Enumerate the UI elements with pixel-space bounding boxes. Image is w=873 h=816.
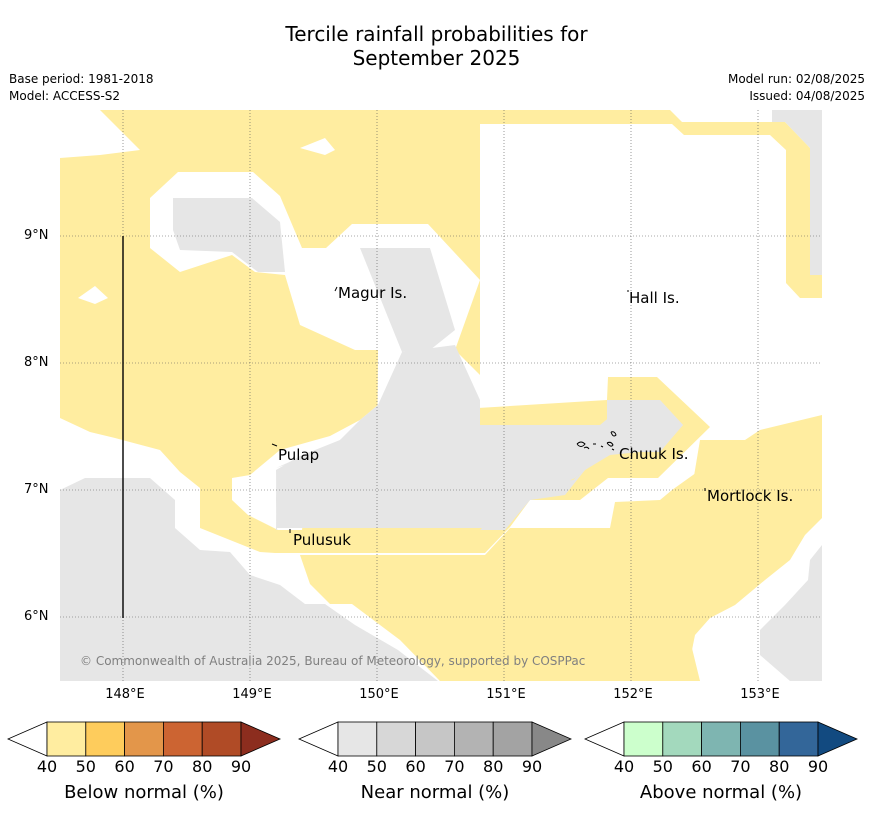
- colorbar-near-max-arrow: [531, 721, 573, 757]
- colorbar-below-segment: [124, 721, 164, 757]
- colorbar-below-tick: 60: [114, 757, 135, 776]
- colorbar-above-tick: 80: [769, 757, 790, 776]
- probability-fields: [60, 110, 822, 681]
- gap-patch-2: [300, 138, 335, 155]
- lon-label-150e: 150°E: [359, 687, 399, 702]
- colorbar-near-segment: [453, 721, 494, 757]
- colorbar-near-tick: 50: [366, 757, 387, 776]
- near-normal-region-northeast: [772, 110, 822, 275]
- near-normal-region-north: [173, 198, 285, 272]
- island-chuuk-lagoon: [576, 431, 617, 451]
- near-normal-region-southwest: [60, 478, 438, 681]
- place-labels: Magur Is. Hall Is. Pulap Chuuk Is. Mortl…: [278, 284, 793, 549]
- colorbar-below-tick: 70: [153, 757, 174, 776]
- colorbar-near-title: Near normal (%): [360, 782, 510, 803]
- islands: [271, 286, 706, 533]
- colorbar-below-min-arrow: [6, 721, 48, 757]
- colorbar-near-tick: 60: [405, 757, 426, 776]
- colorbar-below-segment: [201, 721, 242, 757]
- colorbar-below-tick: 40: [36, 757, 58, 776]
- lon-label-152e: 152°E: [613, 687, 653, 702]
- map-title: Tercile rainfall probabilities for Septe…: [0, 22, 873, 70]
- colorbar-below-segment: [46, 721, 87, 757]
- colorbar-above-min-arrow: [583, 721, 625, 757]
- colorbar-near-segment: [376, 721, 416, 757]
- lat-label-9n: 9°N: [24, 228, 49, 243]
- colorbar-above-tick: 70: [730, 757, 751, 776]
- place-label-mortlock: Mortlock Is.: [707, 487, 793, 505]
- colorbar-above-segment: [701, 721, 741, 757]
- colorbar-above-segment: [778, 721, 819, 757]
- colorbar-below-max-arrow: [240, 721, 282, 757]
- colorbar-near-segment: [337, 721, 378, 757]
- colorbar-above-max-arrow: [817, 721, 859, 757]
- place-label-magur: Magur Is.: [338, 284, 407, 302]
- colorbar-above-title: Above normal (%): [639, 782, 803, 803]
- colorbar-above-segment: [740, 721, 780, 757]
- lon-label-149e: 149°E: [232, 687, 272, 702]
- near-normal-region-southeast: [760, 545, 822, 681]
- colorbar-below-segment: [162, 721, 203, 757]
- near-normal-region-center-fill: [276, 345, 683, 528]
- issued-text: Issued: 04/08/2025: [749, 89, 865, 103]
- lat-label-7n: 7°N: [24, 482, 49, 497]
- model-run-text: Model run: 02/08/2025: [727, 72, 865, 86]
- meta-right: Model run: 02/08/2025 Issued: 04/08/2025: [728, 71, 865, 105]
- colorbar-near: [297, 721, 573, 757]
- title-line-2: September 2025: [352, 46, 521, 70]
- colorbar-below-tick: 90: [230, 757, 252, 776]
- lat-label-6n: 6°N: [24, 609, 49, 624]
- island-magur: [334, 286, 338, 292]
- below-normal-patch-right: [430, 440, 822, 681]
- model-text: Model: ACCESS-S2: [9, 89, 121, 103]
- colorbar-above: [583, 721, 859, 757]
- colorbar-below-tick: 80: [192, 757, 213, 776]
- island-pulap: [271, 443, 278, 447]
- place-label-pulap: Pulap: [278, 446, 319, 464]
- lon-label-153e: 153°E: [740, 687, 780, 702]
- place-label-hall: Hall Is.: [629, 289, 680, 307]
- colorbar-below-title: Below normal (%): [64, 782, 224, 803]
- lon-label-151e: 151°E: [486, 687, 526, 702]
- colorbar-near-tick: 40: [327, 757, 349, 776]
- colorbar-above-segment: [662, 721, 702, 757]
- gap-patch-1: [78, 286, 108, 304]
- meta-left: Base period: 1981-2018 Model: ACCESS-S2: [9, 71, 154, 105]
- lon-label-148e: 148°E: [105, 687, 145, 702]
- colorbar-near-tick: 70: [444, 757, 465, 776]
- colorbar-near-tick: 80: [483, 757, 504, 776]
- title-line-1: Tercile rainfall probabilities for: [285, 22, 588, 46]
- colorbar-above-tick: 60: [691, 757, 712, 776]
- colorbar-above-tick: 50: [652, 757, 673, 776]
- base-period-text: Base period: 1981-2018: [9, 72, 154, 86]
- colorbar-near-min-arrow: [297, 721, 339, 757]
- colorbar-above-tick: 90: [807, 757, 829, 776]
- place-label-pulusuk: Pulusuk: [293, 531, 351, 549]
- colorbar-near-tick: 90: [521, 757, 543, 776]
- lat-label-8n: 8°N: [24, 355, 49, 370]
- colorbar-above-segment: [623, 721, 664, 757]
- colorbar-near-segment: [492, 721, 533, 757]
- colorbar-below: [6, 721, 282, 757]
- colorbar-below-tick: 50: [75, 757, 96, 776]
- colorbar-near-segment: [415, 721, 455, 757]
- place-label-chuuk: Chuuk Is.: [619, 445, 688, 463]
- copyright-text: © Commonwealth of Australia 2025, Bureau…: [80, 654, 585, 668]
- colorbar-above-tick: 40: [613, 757, 635, 776]
- colorbar-below-segment: [85, 721, 126, 757]
